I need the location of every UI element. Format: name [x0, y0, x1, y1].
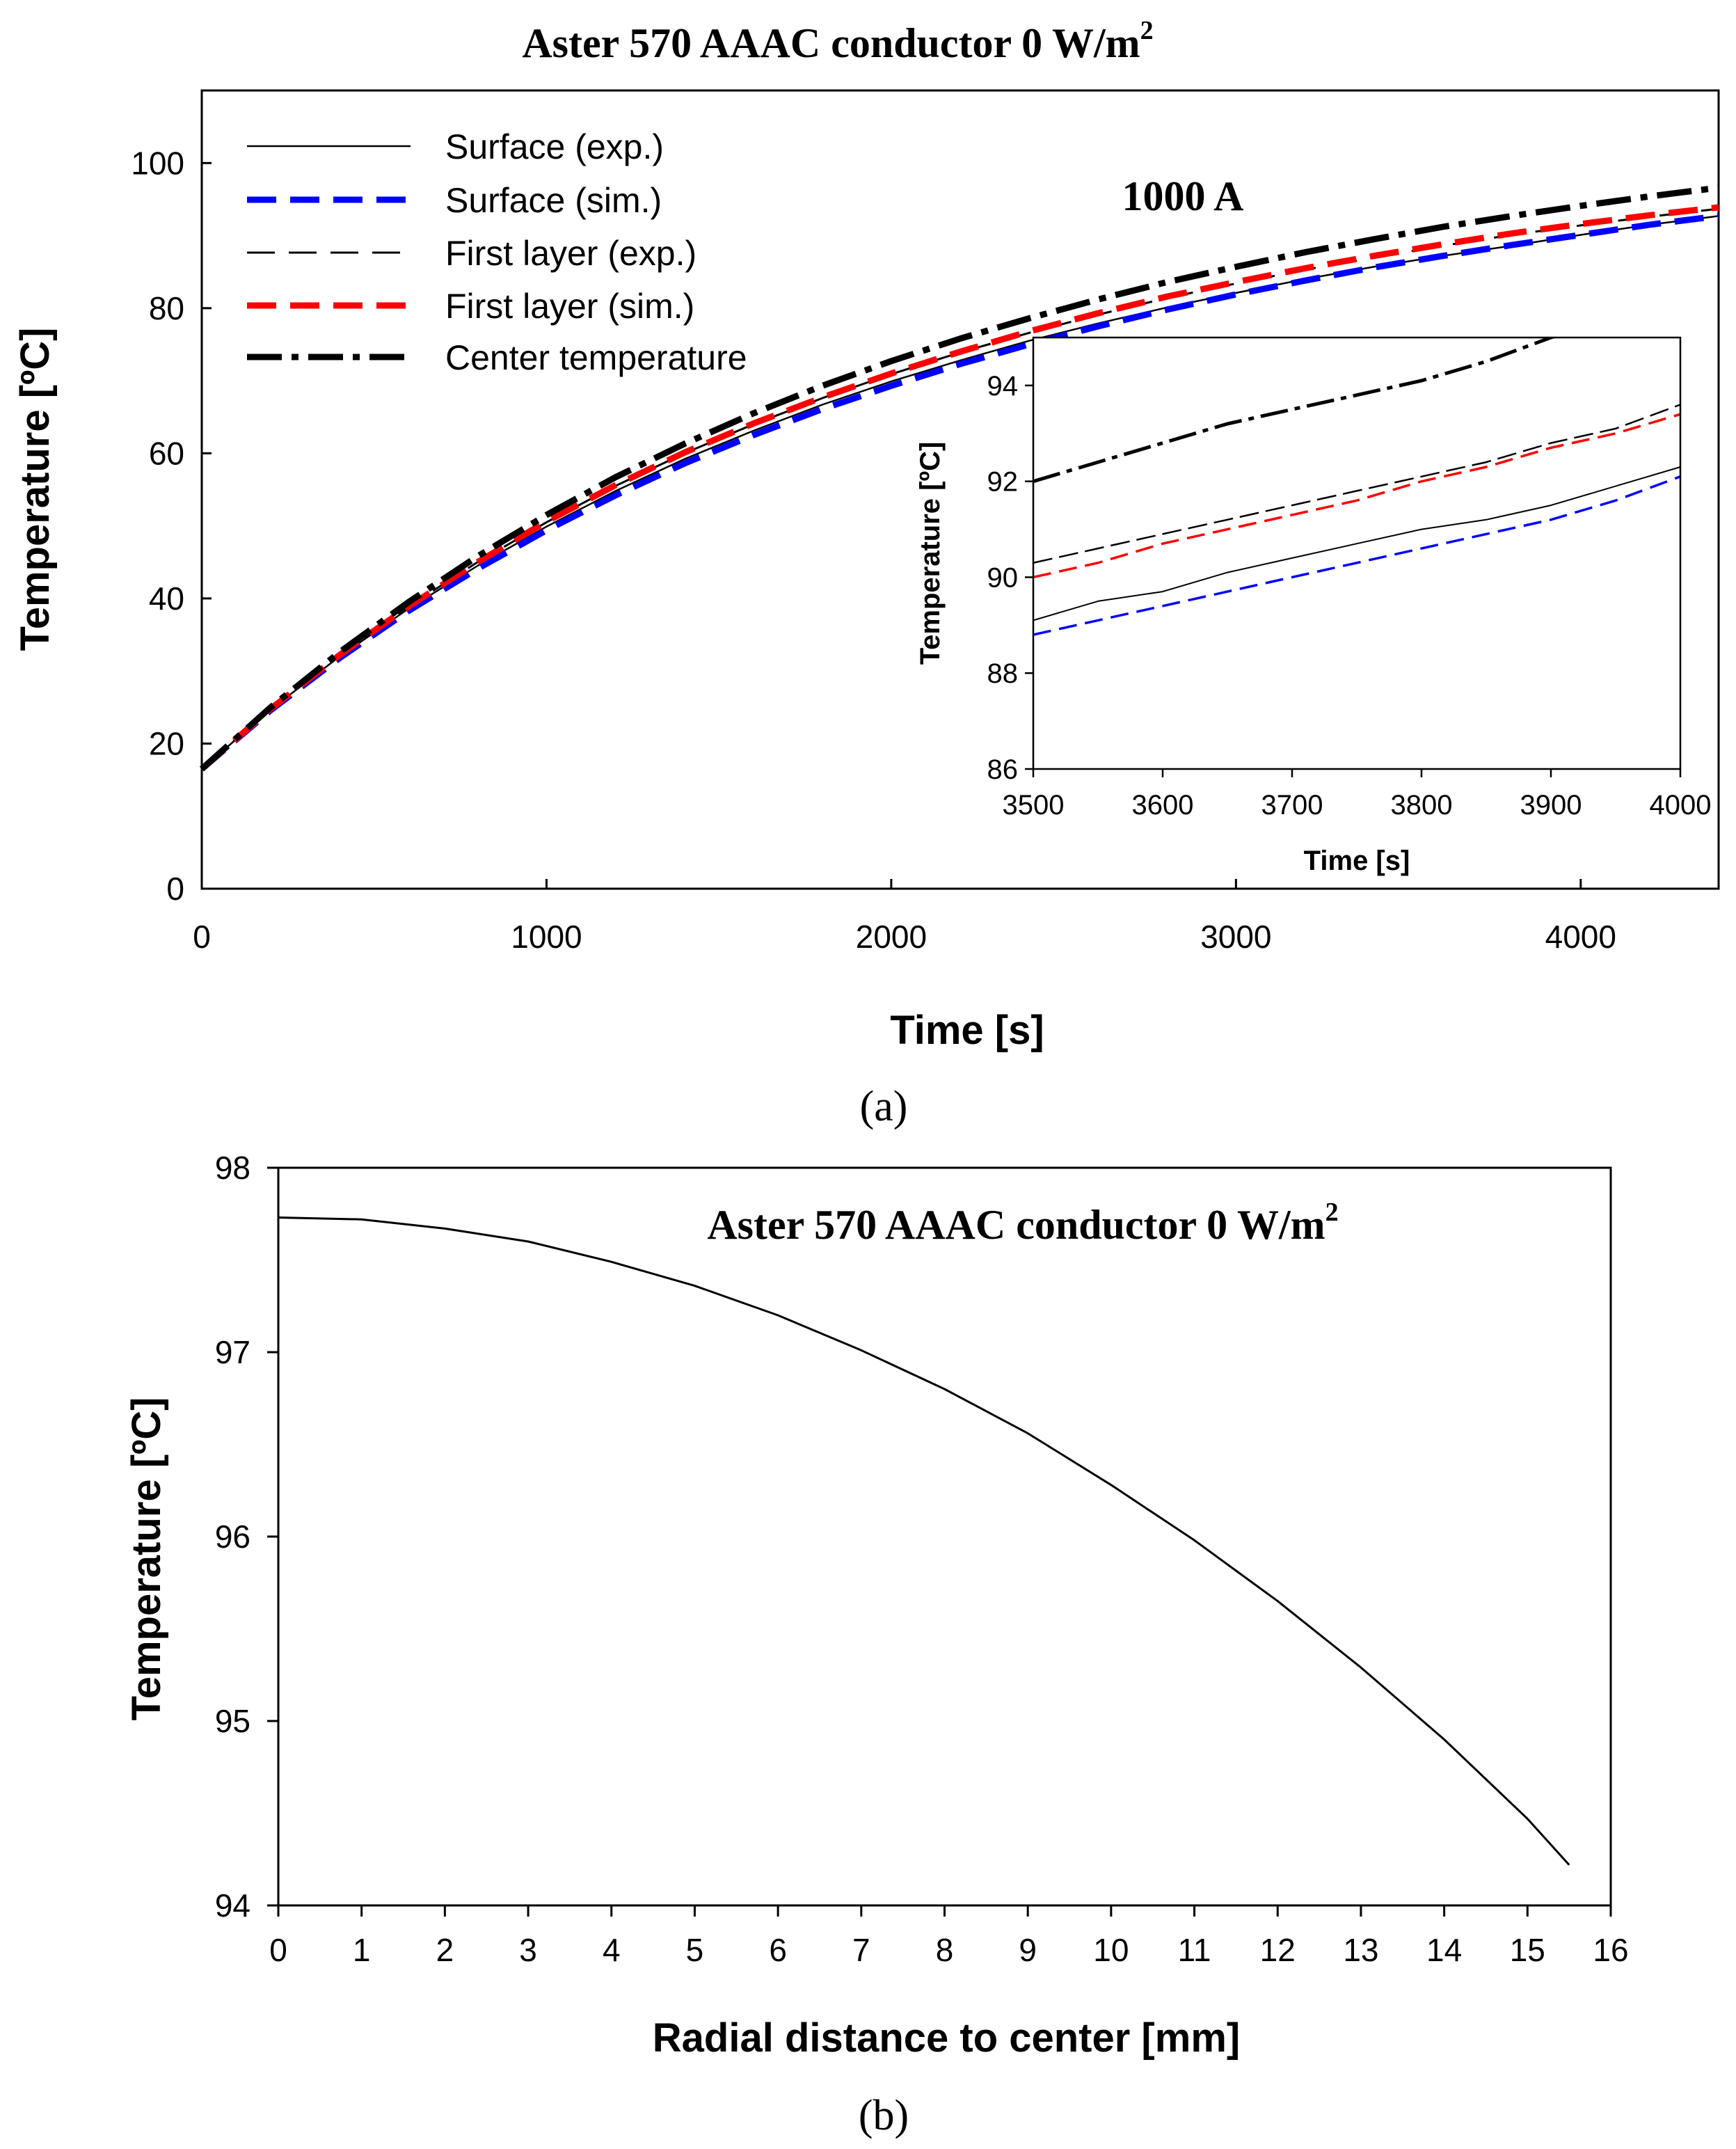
y-tick-label: 0: [166, 871, 184, 907]
inset-x-label: Time [s]: [1304, 846, 1410, 876]
chart-a-inset: 86 88 90 92 94 3500 3600 3700 3800 3900 4000 Temp…: [915, 336, 1712, 876]
chart-a-annotation: 1000 A: [1122, 173, 1243, 219]
legend-label: Surface (sim.): [445, 181, 662, 220]
chart-a-y-axis: 0 20 40 60 80 100: [131, 145, 212, 907]
inset-x-tick-label: 3500: [1003, 790, 1065, 820]
inset-series-center-temperature: [1033, 338, 1557, 484]
x-tick-label: 0: [269, 1932, 287, 1968]
inset-background: [1033, 338, 1680, 769]
chart-a-series: [199, 184, 1719, 772]
x-tick-label: 2: [436, 1932, 454, 1968]
inset-series: [1033, 338, 1680, 636]
y-tick-label: 97: [215, 1334, 250, 1370]
chart-a-y-label: Temperature [ºC]: [13, 328, 58, 651]
y-tick-label: 60: [149, 435, 184, 471]
chart-b-y-axis: 94 95 96 97 98: [215, 1150, 278, 1924]
legend-entry-surface-sim: Surface (sim.): [247, 181, 662, 220]
x-tick-label: 2000: [856, 919, 927, 955]
y-tick-label: 98: [215, 1150, 250, 1186]
x-tick-label: 7: [852, 1932, 870, 1968]
chart-a-x-label: Time [s]: [890, 1008, 1044, 1053]
legend-label: First layer (sim.): [445, 287, 694, 326]
x-tick-label: 16: [1593, 1932, 1628, 1968]
inset-series-surface-exp: [1033, 466, 1680, 621]
x-tick-label: 4000: [1545, 919, 1616, 955]
chart-a-x-axis: 0 1000 2000 3000 4000: [193, 879, 1616, 955]
x-tick-label: 12: [1260, 1932, 1296, 1968]
inset-x-axis: 3500 3600 3700 3800 3900 4000: [1003, 769, 1712, 820]
chart-b: Aster 570 AAAC conductor 0 W/m2 94959697…: [124, 1150, 1629, 2139]
legend-label: Center temperature: [445, 338, 747, 377]
y-tick-label: 94: [215, 1887, 250, 1924]
chart-b-x-axis: 0 1 2 3 4 5 6 7 8 9 10 11 12 13 14 15 16: [269, 1905, 1629, 1968]
inset-x-tick-label: 4000: [1650, 790, 1712, 820]
legend-entry-surface-exp: Surface (exp.): [247, 127, 664, 166]
x-tick-label: 1: [353, 1932, 371, 1968]
inset-x-tick-label: 3700: [1261, 790, 1323, 820]
legend-entry-first-sim: First layer (sim.): [247, 287, 694, 326]
inset-frame: [1032, 336, 1682, 770]
inset-x-tick-label: 3900: [1520, 790, 1582, 820]
chart-b-series: [278, 1216, 1570, 1866]
x-tick-label: 0: [193, 919, 211, 955]
x-tick-label: 8: [936, 1932, 954, 1968]
x-tick-label: 1000: [511, 919, 582, 955]
chart-a-title: Aster 570 AAAC conductor 0 W/m2: [522, 16, 1153, 66]
inset-series-first-layer-exp: [1033, 404, 1680, 564]
chart-b-x-label: Radial distance to center [mm]: [653, 2015, 1240, 2061]
legend-label: First layer (exp.): [445, 234, 696, 273]
x-tick-label: 6: [769, 1932, 787, 1968]
inset-y-tick-label: 88: [987, 658, 1019, 689]
y-tick-label: 40: [149, 580, 184, 617]
y-tick-label: 100: [131, 145, 184, 181]
x-tick-label: 15: [1510, 1932, 1545, 1968]
inset-x-tick-label: 3800: [1391, 790, 1453, 820]
panel-label-a: (a): [860, 1083, 908, 1130]
chart-b-y-label: Temperature [ºC]: [124, 1397, 169, 1721]
legend-label: Surface (exp.): [445, 127, 664, 166]
series-surface-sim: [200, 212, 1719, 772]
panel-label-b: (b): [859, 2092, 909, 2139]
inset-series-first-layer-sim: [1033, 413, 1680, 579]
x-tick-label: 13: [1343, 1932, 1378, 1968]
x-tick-label: 5: [686, 1932, 704, 1968]
chart-a-legend: Surface (exp.) Surface (sim.) First laye…: [247, 127, 747, 377]
x-tick-label: 9: [1019, 1932, 1037, 1968]
x-tick-label: 4: [603, 1932, 621, 1968]
chart-b-plot-frame: [277, 1166, 1612, 1907]
inset-y-label: Temperature [ºC]: [915, 442, 946, 665]
y-tick-label: 95: [215, 1703, 250, 1739]
series-first-layer-sim: [200, 204, 1719, 772]
y-tick-label: 20: [149, 725, 184, 761]
inset-y-tick-label: 86: [987, 754, 1019, 785]
inset-x-tick-label: 3600: [1132, 790, 1194, 820]
inset-y-axis: 86 88 90 92 94: [987, 371, 1033, 785]
x-tick-label: 3000: [1200, 919, 1271, 955]
chart-a-plot-frame: [200, 89, 1720, 890]
inset-y-tick-label: 92: [987, 467, 1019, 498]
inset-series-surface-sim: [1033, 475, 1680, 636]
x-tick-label: 14: [1426, 1932, 1462, 1968]
x-tick-label: 3: [519, 1932, 537, 1968]
chart-a: Aster 570 AAAC conductor 0 W/m2 0 20 40 60 8…: [13, 16, 1720, 1130]
legend-entry-center: Center temperature: [247, 338, 747, 377]
chart-b-title: Aster 570 AAAC conductor 0 W/m2: [707, 1198, 1338, 1248]
y-tick-label: 80: [149, 290, 184, 326]
inset-y-tick-label: 90: [987, 562, 1019, 593]
series-temperature-profile: [278, 1216, 1570, 1866]
x-tick-label: 11: [1178, 1932, 1211, 1968]
inset-y-tick-label: 94: [987, 371, 1019, 402]
y-tick-label: 96: [215, 1518, 250, 1555]
legend-entry-first-exp: First layer (exp.): [247, 234, 696, 273]
series-center-temperature: [199, 184, 1719, 772]
x-tick-label: 10: [1093, 1932, 1129, 1968]
